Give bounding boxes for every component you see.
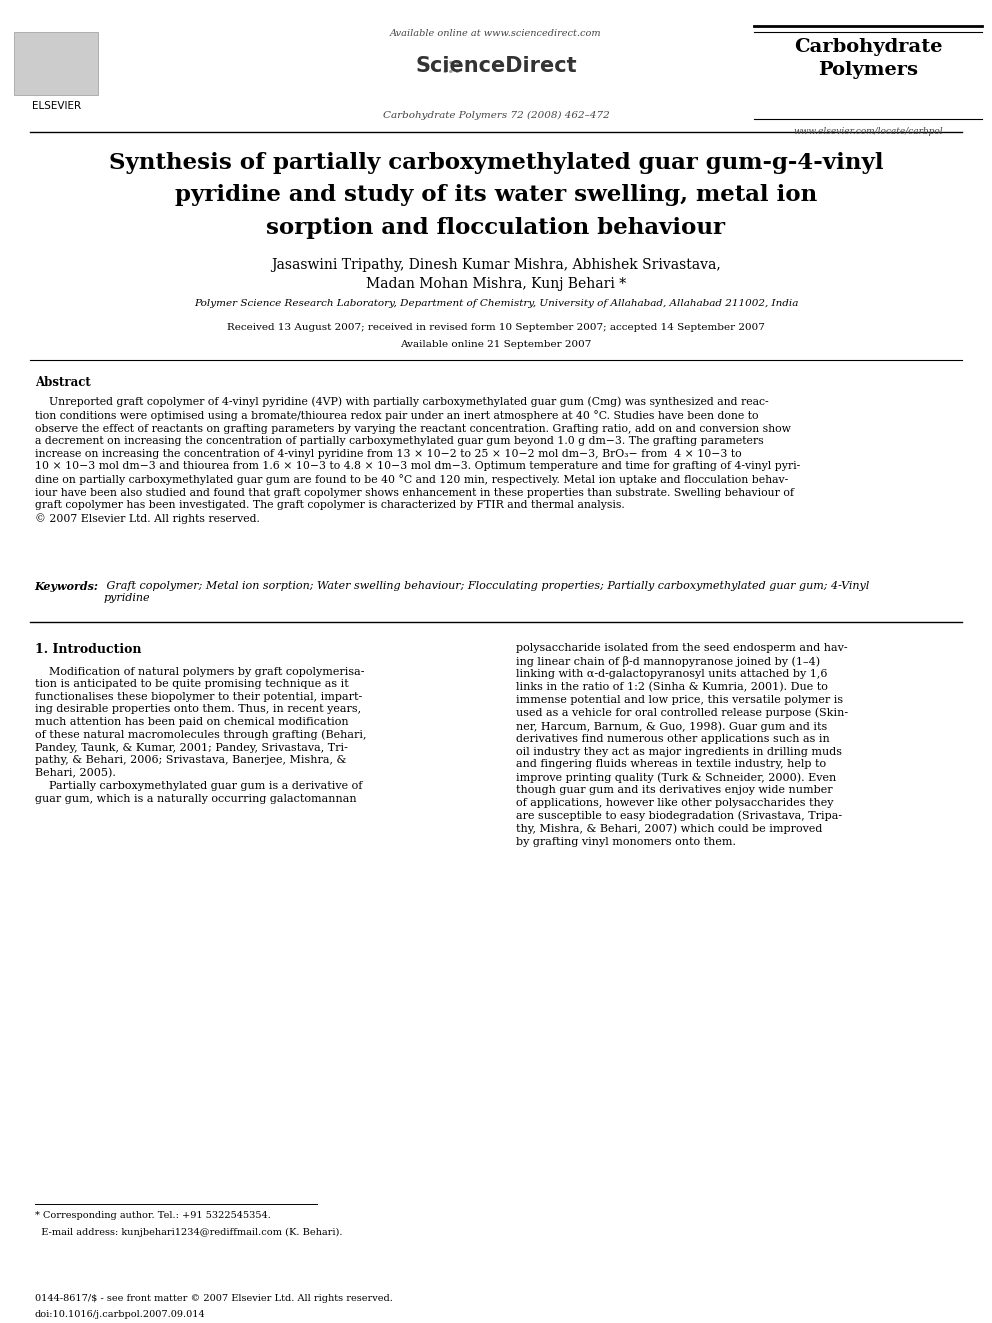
Text: Polymer Science Research Laboratory, Department of Chemistry, University of Alla: Polymer Science Research Laboratory, Dep… <box>193 299 799 308</box>
Text: doi:10.1016/j.carbpol.2007.09.014: doi:10.1016/j.carbpol.2007.09.014 <box>35 1310 205 1319</box>
Text: Carbohydrate
Polymers: Carbohydrate Polymers <box>794 38 942 78</box>
Text: Unreported graft copolymer of 4-vinyl pyridine (4VP) with partially carboxymethy: Unreported graft copolymer of 4-vinyl py… <box>35 397 800 524</box>
Text: Available online at www.sciencedirect.com: Available online at www.sciencedirect.co… <box>390 29 602 38</box>
Text: Received 13 August 2007; received in revised form 10 September 2007; accepted 14: Received 13 August 2007; received in rev… <box>227 323 765 332</box>
Text: www.elsevier.com/locate/carbpol: www.elsevier.com/locate/carbpol <box>794 127 942 136</box>
Text: ScienceDirect: ScienceDirect <box>416 56 576 75</box>
FancyBboxPatch shape <box>14 32 98 95</box>
Text: Keywords:: Keywords: <box>35 581 99 591</box>
Text: •••
•••: ••• ••• <box>441 58 461 78</box>
Text: 1. Introduction: 1. Introduction <box>35 643 141 656</box>
Text: Synthesis of partially carboxymethylated guar gum-g-4-vinyl
pyridine and study o: Synthesis of partially carboxymethylated… <box>109 152 883 238</box>
Text: Jasaswini Tripathy, Dinesh Kumar Mishra, Abhishek Srivastava,
Madan Mohan Mishra: Jasaswini Tripathy, Dinesh Kumar Mishra,… <box>271 258 721 291</box>
Text: * Corresponding author. Tel.: +91 5322545354.: * Corresponding author. Tel.: +91 532254… <box>35 1211 271 1220</box>
Text: 0144-8617/$ - see front matter © 2007 Elsevier Ltd. All rights reserved.: 0144-8617/$ - see front matter © 2007 El… <box>35 1294 393 1303</box>
Text: Available online 21 September 2007: Available online 21 September 2007 <box>401 340 591 349</box>
Text: Modification of natural polymers by graft copolymerisa-
tion is anticipated to b: Modification of natural polymers by graf… <box>35 667 366 803</box>
Text: E-mail address: kunjbehari1234@rediffmail.com (K. Behari).: E-mail address: kunjbehari1234@rediffmai… <box>35 1228 342 1237</box>
Text: Abstract: Abstract <box>35 376 90 389</box>
Text: Carbohydrate Polymers 72 (2008) 462–472: Carbohydrate Polymers 72 (2008) 462–472 <box>383 111 609 120</box>
Text: ELSEVIER: ELSEVIER <box>32 101 81 111</box>
Text: Graft copolymer; Metal ion sorption; Water swelling behaviour; Flocculating prop: Graft copolymer; Metal ion sorption; Wat… <box>103 581 869 603</box>
Text: polysaccharide isolated from the seed endosperm and hav-
ing linear chain of β-d: polysaccharide isolated from the seed en… <box>516 643 848 847</box>
